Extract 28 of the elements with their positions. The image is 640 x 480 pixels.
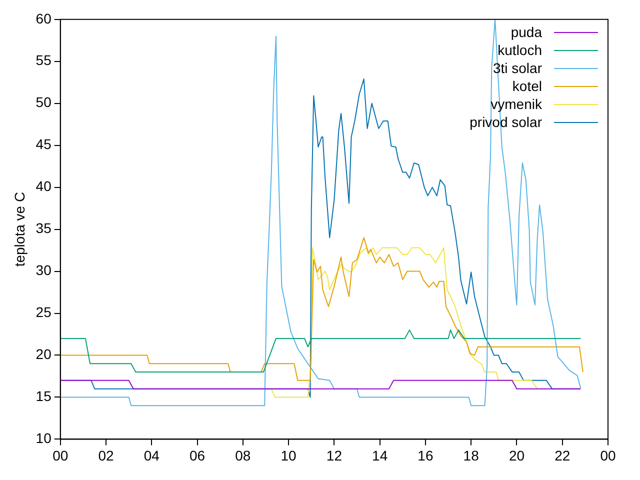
x-tick-label: 08 — [235, 447, 251, 464]
x-tick-label: 20 — [508, 447, 525, 464]
legend-label: kutloch — [498, 41, 542, 60]
x-tick-label: 16 — [418, 447, 434, 464]
y-tick-label: 35 — [36, 220, 52, 236]
x-tick-label: 18 — [463, 447, 480, 464]
x-tick-label: 14 — [372, 447, 388, 464]
y-tick-label: 15 — [36, 388, 52, 404]
y-tick-label: 50 — [36, 94, 52, 110]
y-tick-label: 55 — [36, 52, 52, 68]
y-tick-label: 30 — [36, 262, 52, 278]
y-tick-label: 20 — [36, 346, 52, 362]
y-tick-label: 45 — [36, 136, 52, 152]
x-tick-label: 10 — [280, 447, 297, 464]
y-tick-label: 25 — [36, 304, 52, 320]
x-tick-label: 22 — [554, 447, 570, 464]
y-tick-label: 10 — [36, 430, 52, 446]
x-tick-label: 04 — [144, 447, 160, 464]
y-axis-title: teplota ve C — [11, 192, 28, 267]
y-tick-label: 60 — [36, 10, 52, 26]
x-tick-label: 12 — [326, 447, 342, 464]
x-tick-label: 06 — [189, 447, 206, 464]
legend-label: kotel — [512, 77, 542, 96]
x-tick-label: 00 — [600, 447, 616, 464]
legend-label: puda — [510, 23, 542, 42]
y-tick-label: 40 — [36, 178, 52, 194]
x-tick-label: 02 — [98, 447, 114, 464]
x-tick-label: 00 — [52, 447, 68, 464]
